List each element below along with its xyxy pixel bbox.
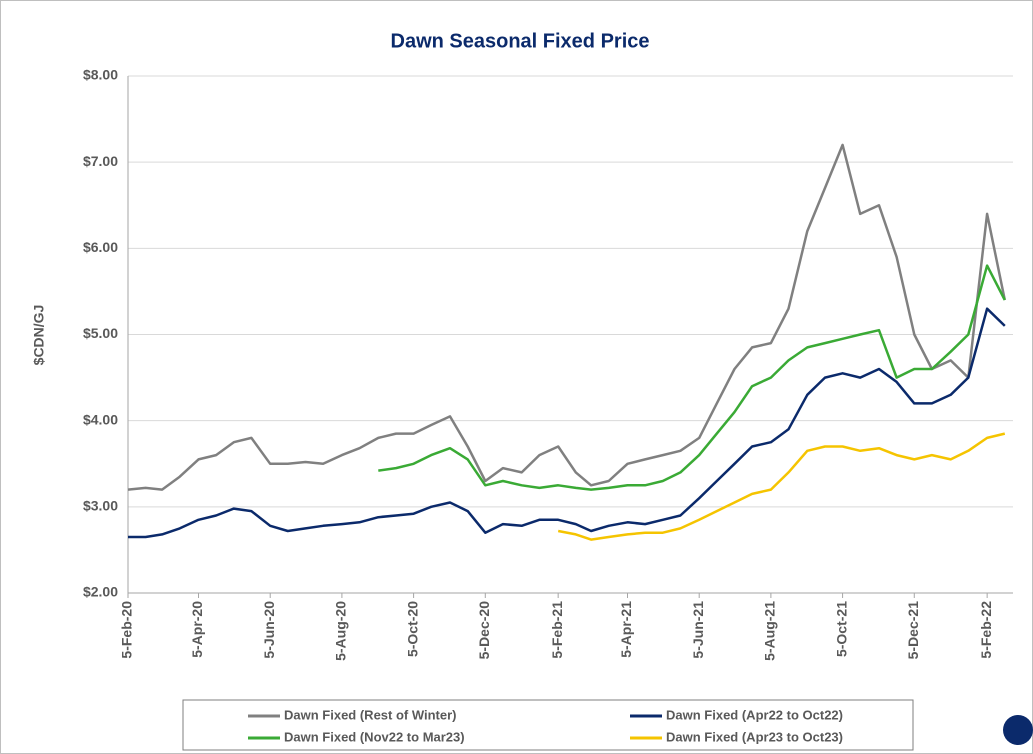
legend-label: Dawn Fixed (Apr23 to Oct23) [666, 729, 843, 744]
x-tick-label: 5-Aug-21 [762, 601, 778, 661]
x-tick-label: 5-Feb-21 [549, 601, 565, 659]
logo [1003, 715, 1033, 745]
x-tick-label: 5-Aug-20 [333, 601, 349, 661]
y-tick-label: $8.00 [83, 67, 118, 83]
x-tick-label: 5-Dec-20 [476, 601, 492, 660]
x-tick-label: 5-Feb-22 [978, 601, 994, 659]
x-tick-label: 5-Dec-21 [905, 601, 921, 660]
x-tick-label: 5-Apr-21 [618, 601, 634, 658]
x-tick-label: 5-Apr-20 [189, 601, 205, 658]
y-tick-label: $3.00 [83, 498, 118, 514]
legend-label: Dawn Fixed (Rest of Winter) [284, 707, 457, 722]
y-tick-label: $4.00 [83, 411, 118, 427]
x-tick-label: 5-Oct-20 [404, 601, 420, 657]
legend-box [182, 699, 914, 751]
x-tick-label: 5-Oct-21 [833, 601, 849, 657]
y-tick-label: $6.00 [83, 239, 118, 255]
y-tick-label: $5.00 [83, 325, 118, 341]
chart-title: Dawn Seasonal Fixed Price [391, 30, 650, 52]
y-tick-label: $7.00 [83, 153, 118, 169]
x-tick-label: 5-Feb-20 [119, 601, 135, 659]
y-tick-label: $2.00 [83, 584, 118, 600]
y-axis-label: $CDN/GJ [31, 305, 47, 366]
legend-label: Dawn Fixed (Apr22 to Oct22) [666, 707, 843, 722]
series-line [378, 264, 1006, 491]
series-line [127, 143, 1007, 491]
x-tick-label: 5-Jun-20 [261, 601, 277, 659]
series-line [557, 432, 1006, 541]
x-tick-label: 5-Jun-21 [690, 601, 706, 659]
series-line [128, 307, 1006, 539]
legend-label: Dawn Fixed (Nov22 to Mar23) [284, 729, 465, 744]
